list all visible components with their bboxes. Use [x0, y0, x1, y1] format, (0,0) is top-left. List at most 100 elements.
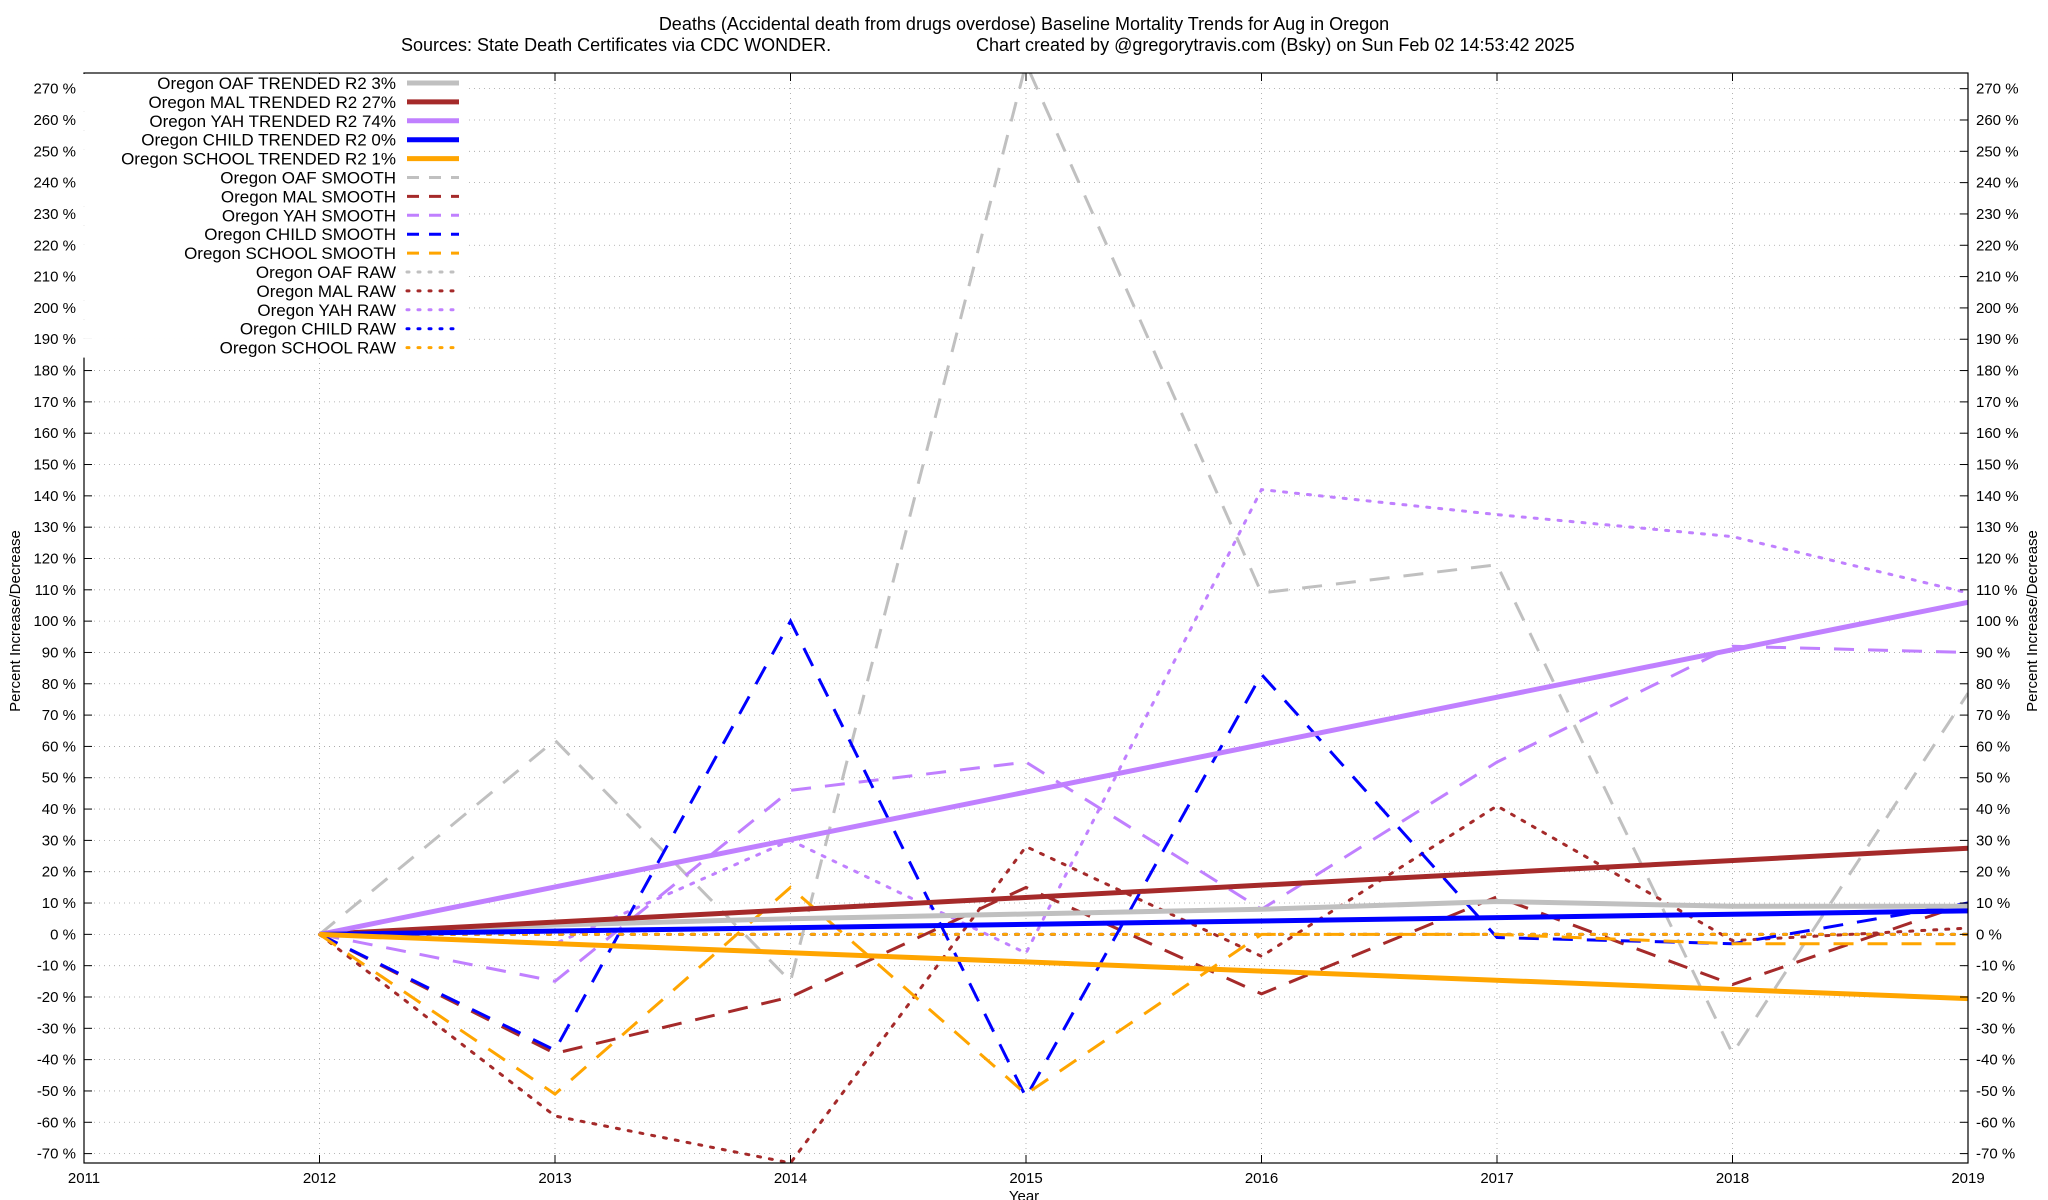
y-tick-label-left: 230 %	[33, 206, 76, 223]
data-layer	[318, 73, 1968, 1163]
series-line-oregon-mal-trended-r2-27	[319, 845, 1968, 937]
legend-label: Oregon SCHOOL TRENDED R2 1%	[121, 150, 396, 169]
y-tick-label-right: 80 %	[1976, 676, 2010, 693]
legend-bg	[78, 319, 467, 339]
y-tick-label-left: 180 %	[33, 363, 76, 380]
y-tick-label-left: 240 %	[33, 175, 76, 192]
y-tick-label-right: 150 %	[1976, 457, 2019, 474]
series-line-oregon-mal-smooth	[318, 885, 1968, 1055]
legend-label: Oregon YAH RAW	[257, 301, 396, 320]
legend-label: Oregon OAF SMOOTH	[220, 169, 396, 188]
legend-label: Oregon MAL TRENDED R2 27%	[148, 93, 396, 112]
y-tick-label-left: 110 %	[35, 582, 76, 599]
x-tick-label: 2013	[538, 1170, 571, 1187]
legend-label: Oregon MAL RAW	[256, 282, 396, 301]
series-line-oregon-yah-smooth	[319, 644, 1968, 983]
y-tick-label-left: 150 %	[33, 457, 76, 474]
x-axis-label: Year	[1009, 1188, 1039, 1200]
series-line-oregon-child-smooth	[318, 617, 1968, 1101]
y-tick-label-right: 50 %	[1976, 770, 2010, 787]
x-tick-label: 2011	[68, 1170, 100, 1187]
y-tick-label-left: -20 %	[37, 989, 76, 1006]
y-tick-label-left: 130 %	[33, 519, 76, 536]
chart-subtitle-right: Chart created by @gregorytravis.com (Bsk…	[976, 35, 1575, 55]
series-line-oregon-school-trended-r2-1	[319, 931, 1968, 1002]
y-tick-label-left: 120 %	[33, 550, 76, 567]
legend-bg	[78, 168, 467, 188]
x-tick-label: 2019	[1951, 1170, 1984, 1187]
legend-label: Oregon YAH SMOOTH	[222, 206, 396, 225]
x-tick-label: 2017	[1480, 1170, 1513, 1187]
y-tick-label-left: 0 %	[50, 926, 76, 943]
x-tick-label: 2012	[303, 1170, 336, 1187]
y-tick-label-left: 170 %	[33, 394, 76, 411]
y-tick-label-right: 240 %	[1976, 175, 2019, 192]
x-tick-label: 2018	[1716, 1170, 1749, 1187]
chart-subtitle-left: Sources: State Death Certificates via CD…	[401, 35, 831, 55]
y-tick-label-right: 220 %	[1976, 237, 2019, 254]
y-tick-label-right: 140 %	[1976, 488, 2019, 505]
y-tick-label-right: 270 %	[1976, 81, 2019, 98]
series-line-oregon-oaf-smooth	[318, 73, 1968, 1057]
y-tick-label-left: 40 %	[42, 801, 76, 818]
series-line-oregon-yah-raw	[318, 487, 1968, 956]
y-tick-label-left: 200 %	[33, 300, 76, 317]
y-tick-label-right: 250 %	[1976, 143, 2019, 160]
y-tick-label-right: 60 %	[1976, 738, 2010, 755]
series-line-oregon-yah-trended-r2-74	[319, 599, 1968, 937]
y-tick-label-right: 180 %	[1976, 363, 2019, 380]
y-tick-label-right: 170 %	[1976, 394, 2019, 411]
y-tick-label-right: 110 %	[1976, 582, 2017, 599]
y-tick-label-left: -50 %	[37, 1083, 76, 1100]
y-tick-label-left: 50 %	[42, 770, 76, 787]
y-tick-label-right: 210 %	[1976, 269, 2019, 286]
y-tick-label-right: 190 %	[1976, 331, 2019, 348]
x-tick-label: 2015	[1009, 1170, 1042, 1187]
y-tick-label-left: 80 %	[42, 676, 76, 693]
y-tick-label-left: 270 %	[33, 81, 76, 98]
y-tick-label-left: -40 %	[37, 1052, 76, 1069]
y-tick-label-right: -20 %	[1976, 989, 2015, 1006]
legend-label: Oregon CHILD RAW	[240, 320, 396, 339]
legend-bg	[78, 281, 467, 301]
legend-bg	[78, 111, 467, 131]
legend-label: Oregon SCHOOL SMOOTH	[184, 244, 396, 263]
y-tick-label-right: 20 %	[1976, 864, 2010, 881]
legend-label: Oregon YAH TRENDED R2 74%	[149, 112, 396, 131]
chart-title: Deaths (Accidental death from drugs over…	[659, 14, 1389, 34]
y-tick-label-right: 30 %	[1976, 832, 2010, 849]
y-tick-label-left: 60 %	[42, 738, 76, 755]
legend-bg	[78, 74, 467, 93]
y-tick-label-right: 70 %	[1976, 707, 2010, 724]
legend-bg	[78, 300, 467, 320]
legend-bg	[78, 225, 467, 245]
y-tick-label-left: 90 %	[42, 644, 76, 661]
y-tick-label-right: 260 %	[1976, 112, 2019, 129]
y-tick-label-right: 200 %	[1976, 300, 2019, 317]
series-line-oregon-mal-raw	[318, 804, 1968, 1163]
y-tick-label-left: -10 %	[37, 958, 76, 975]
x-tick-label: 2016	[1245, 1170, 1278, 1187]
legend-bg	[78, 92, 467, 112]
y-axis-label-left: Percent Increase/Decrease	[7, 530, 24, 712]
series-line-oregon-oaf-trended-r2-3	[319, 898, 1968, 937]
y-tick-label-right: 120 %	[1976, 550, 2019, 567]
y-tick-label-left: 100 %	[33, 613, 76, 630]
y-tick-label-right: 130 %	[1976, 519, 2019, 536]
legend-bg	[78, 149, 467, 169]
y-tick-label-right: -10 %	[1976, 958, 2015, 975]
y-tick-label-left: 70 %	[42, 707, 76, 724]
legend-bg	[78, 206, 467, 226]
legend-bg	[78, 244, 467, 264]
legend-label: Oregon OAF RAW	[256, 263, 396, 282]
y-tick-label-right: 10 %	[1976, 895, 2010, 912]
y-tick-label-left: 10 %	[42, 895, 76, 912]
legend-bg	[78, 263, 467, 282]
y-tick-label-left: 260 %	[33, 112, 76, 129]
y-tick-label-right: 40 %	[1976, 801, 2010, 818]
legend-label: Oregon OAF TRENDED R2 3%	[157, 74, 396, 93]
legend-bg	[78, 338, 467, 358]
y-tick-label-left: 250 %	[33, 143, 76, 160]
